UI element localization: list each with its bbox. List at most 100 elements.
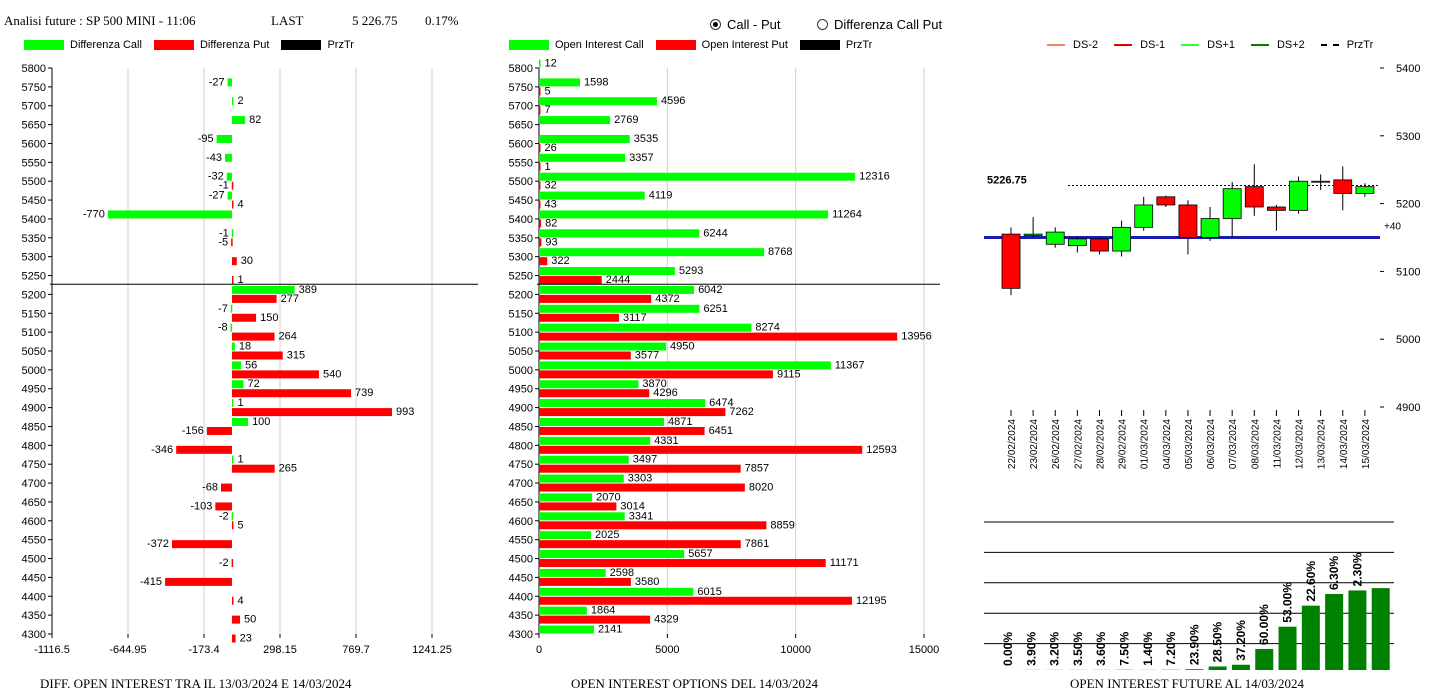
bar-value-label: 50 bbox=[244, 614, 256, 626]
bar-value-label: 1 bbox=[237, 454, 243, 466]
bar-value-label: -372 bbox=[147, 538, 169, 550]
bar-value-label: 2598 bbox=[610, 567, 634, 579]
bar bbox=[231, 417, 249, 426]
bar bbox=[1325, 593, 1344, 670]
y-tick-label: 5300 bbox=[1396, 131, 1420, 143]
date-label: 08/03/2024 bbox=[1250, 419, 1261, 469]
bar bbox=[539, 200, 541, 209]
bar bbox=[230, 323, 233, 332]
bar-value-label: 3303 bbox=[628, 473, 652, 485]
bar bbox=[539, 238, 542, 247]
bar-value-label: 315 bbox=[287, 350, 305, 362]
bar-value-label: 8768 bbox=[768, 246, 792, 258]
candle-body bbox=[1200, 218, 1220, 238]
candle-body bbox=[1267, 206, 1286, 211]
legend-swatch-green bbox=[509, 40, 549, 50]
bar-value-label: 11264 bbox=[832, 208, 862, 220]
strike-label: 4300 bbox=[509, 629, 533, 641]
candle-body bbox=[1355, 186, 1375, 194]
bar-value-label: 3.60% bbox=[1094, 632, 1108, 666]
bar-value-label: 26 bbox=[545, 142, 557, 154]
bar-value-label: 0.00% bbox=[1001, 632, 1015, 666]
bar bbox=[539, 606, 587, 615]
bar-value-label: 2141 bbox=[598, 624, 622, 636]
bar bbox=[1208, 666, 1227, 670]
date-label: 27/02/2024 bbox=[1073, 419, 1084, 469]
bar-value-label: -7 bbox=[218, 303, 228, 315]
strike-label: 4850 bbox=[509, 421, 533, 433]
bar-value-label: 8859 bbox=[770, 519, 794, 531]
bar-value-label: 540 bbox=[323, 368, 341, 380]
strike-label: 5100 bbox=[509, 327, 533, 339]
bar-value-label: 4372 bbox=[655, 293, 679, 305]
bar-value-label: -27 bbox=[209, 190, 225, 202]
bar bbox=[539, 143, 541, 152]
candle-body bbox=[1311, 180, 1331, 183]
strike-label: 4650 bbox=[22, 497, 46, 509]
strike-label: 5350 bbox=[22, 233, 46, 245]
bar bbox=[539, 531, 591, 540]
bar bbox=[215, 502, 232, 511]
bar bbox=[539, 210, 829, 219]
bar bbox=[231, 276, 234, 285]
bar-value-label: 23 bbox=[240, 633, 252, 645]
radio-differenza[interactable]: Differenza Call Put bbox=[817, 15, 942, 33]
bar-value-label: 3014 bbox=[620, 500, 644, 512]
bar bbox=[539, 596, 853, 605]
bar-value-label: 4596 bbox=[661, 95, 685, 107]
bar-value-label: 4331 bbox=[654, 435, 678, 447]
bar-value-label: 8274 bbox=[755, 322, 779, 334]
bar bbox=[539, 502, 617, 511]
diff-oi-chart: -1116.5 -644.95 -173.4 298.15 769.7 1241.2558… bbox=[22, 63, 478, 656]
legend-swatch-red bbox=[153, 40, 194, 50]
bar bbox=[231, 512, 234, 521]
strike-label: 5600 bbox=[509, 138, 533, 150]
candle-body bbox=[1001, 233, 1021, 289]
strike-label: 5500 bbox=[509, 176, 533, 188]
date-label: 05/03/2024 bbox=[1184, 419, 1195, 469]
strike-label: 5500 bbox=[22, 176, 46, 188]
bar bbox=[231, 200, 234, 209]
bar-value-label: 53.00% bbox=[1281, 582, 1295, 623]
bar bbox=[539, 181, 541, 190]
strike-label: 4550 bbox=[22, 535, 46, 547]
bar bbox=[539, 351, 631, 360]
bar bbox=[176, 445, 232, 454]
bar-value-label: -2 bbox=[219, 510, 229, 522]
bar-value-label: 7.50% bbox=[1117, 631, 1131, 665]
bar-value-label: 1.40% bbox=[1141, 632, 1155, 666]
bar bbox=[539, 267, 675, 276]
bar-value-label: 4329 bbox=[654, 614, 678, 626]
strike-label: 5750 bbox=[22, 82, 46, 94]
y-tick-label: 5200 bbox=[1396, 199, 1420, 211]
bar bbox=[539, 106, 541, 115]
strike-label: 5700 bbox=[509, 101, 533, 113]
radio-call-put-label: Call - Put bbox=[727, 16, 781, 32]
strike-label: 5150 bbox=[22, 308, 46, 320]
bar bbox=[539, 285, 695, 294]
bar-value-label: 4296 bbox=[653, 387, 677, 399]
legend-item: DS-2 bbox=[1073, 39, 1099, 51]
oi-future-chart: 0.00% 3.90% 3.20% 3.50% 3.60% 7.50% 1.40% 7.20%… bbox=[984, 521, 1394, 670]
bar-value-label: 11171 bbox=[830, 557, 859, 569]
radio-call-put[interactable]: Call - Put bbox=[710, 15, 780, 33]
bar bbox=[539, 229, 700, 238]
date-label: 06/03/2024 bbox=[1206, 419, 1217, 469]
bar bbox=[231, 408, 392, 417]
legend-item: PrzTr bbox=[327, 39, 354, 51]
bar bbox=[231, 238, 233, 247]
bar-value-label: 277 bbox=[281, 293, 299, 305]
bar bbox=[539, 162, 541, 171]
bar bbox=[539, 323, 752, 332]
candle-body bbox=[1045, 231, 1065, 245]
x-tick-label: 5000 bbox=[655, 644, 679, 656]
legend-chart2: Open Interest Call Open Interest Put Prz… bbox=[509, 39, 872, 51]
bar-value-label: 3357 bbox=[629, 152, 653, 164]
bar-value-label: 7.20% bbox=[1164, 631, 1178, 665]
bar bbox=[206, 426, 232, 435]
bar bbox=[539, 116, 611, 125]
strike-label: 5550 bbox=[22, 157, 46, 169]
strike-label: 4300 bbox=[22, 629, 46, 641]
strike-label: 5450 bbox=[22, 195, 46, 207]
bar-value-label: 3341 bbox=[629, 510, 653, 522]
